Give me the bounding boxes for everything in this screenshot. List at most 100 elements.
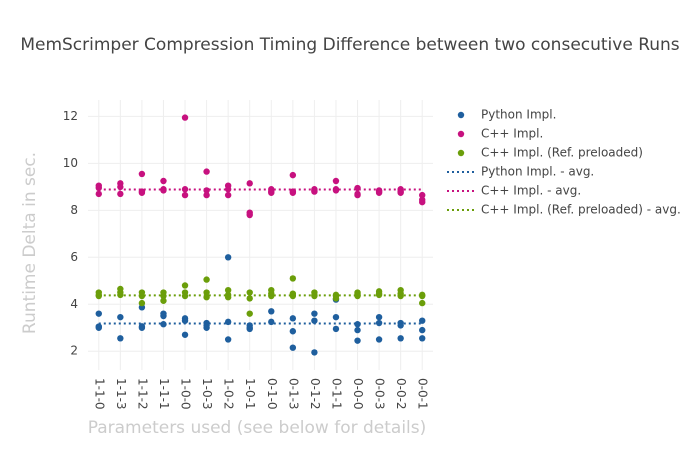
data-point	[311, 188, 318, 195]
data-point	[268, 189, 275, 196]
data-point	[354, 326, 361, 334]
data-point	[268, 308, 275, 315]
data-point	[332, 325, 340, 333]
data-point	[419, 326, 426, 334]
data-point	[375, 336, 383, 343]
data-point	[203, 168, 210, 175]
x-tick-label: 1-1-0	[92, 378, 106, 410]
x-axis-label: Parameters used (see below for details)	[88, 418, 427, 438]
data-point	[311, 349, 318, 356]
y-tick-label: 8	[70, 203, 78, 217]
data-point	[117, 313, 124, 321]
data-point	[332, 177, 340, 185]
x-tick-label: 0-1-3	[286, 378, 300, 410]
data-point	[289, 315, 297, 322]
data-point	[375, 313, 383, 321]
chart-title: MemScrimper Compression Timing Differenc…	[20, 35, 679, 55]
x-tick-label: 1-0-3	[200, 378, 214, 410]
x-tick-label: 1-0-0	[179, 378, 193, 410]
x-tick-label: 1-1-2	[135, 378, 149, 410]
data-point	[332, 187, 340, 194]
legend-symbol	[457, 149, 465, 157]
y-tick-label: 6	[70, 250, 78, 264]
x-tick-label: 0-0-1	[416, 378, 430, 410]
data-point	[181, 317, 189, 324]
data-point	[289, 189, 297, 196]
x-tick-label: 1-0-1	[243, 378, 257, 410]
x-tick-label: 0-1-1	[329, 378, 343, 410]
y-tick-label: 12	[63, 109, 78, 123]
data-point	[203, 324, 210, 331]
data-point	[203, 191, 210, 199]
data-point	[117, 183, 124, 191]
data-point	[138, 324, 146, 331]
data-point	[332, 313, 340, 321]
data-point	[246, 295, 253, 302]
data-point	[138, 170, 146, 178]
data-point	[181, 331, 189, 338]
data-point	[95, 190, 102, 198]
data-point	[246, 325, 253, 333]
legend-symbol	[457, 130, 465, 138]
x-tick-label: 0-1-2	[308, 378, 322, 410]
data-point	[419, 198, 426, 206]
data-point	[246, 310, 253, 317]
data-point	[203, 289, 210, 296]
data-point	[224, 286, 232, 294]
data-point	[375, 189, 383, 196]
y-tick-label: 2	[70, 344, 78, 358]
data-point	[354, 337, 361, 344]
data-point	[419, 299, 426, 307]
legend-label: C++ Impl. (Ref. preloaded)	[481, 146, 643, 160]
data-point	[397, 189, 404, 196]
data-point	[311, 317, 318, 324]
data-point	[95, 324, 102, 331]
x-tick-label: 1-0-2	[222, 378, 236, 410]
data-point	[138, 189, 146, 196]
y-tick-label: 10	[63, 156, 78, 170]
legend-symbol	[457, 111, 465, 119]
data-point	[289, 171, 297, 179]
data-point	[419, 317, 426, 324]
data-point	[160, 177, 167, 185]
x-tick-label: 1-1-1	[157, 378, 171, 410]
legend-label: Python Impl. - avg.	[481, 165, 594, 179]
data-point	[117, 190, 124, 198]
data-point	[160, 312, 167, 320]
legend-label: C++ Impl.	[481, 127, 543, 141]
data-point	[246, 289, 253, 296]
data-point	[332, 295, 340, 302]
data-point	[419, 335, 426, 342]
x-tick-label: 1-1-3	[114, 378, 128, 410]
y-axis-label: Runtime Delta in sec.	[20, 152, 40, 334]
data-point	[203, 276, 210, 283]
x-tick-label: 0-0-3	[373, 378, 387, 410]
data-point	[289, 328, 297, 335]
data-point	[224, 336, 232, 343]
x-tick-label: 0-0-0	[351, 378, 365, 410]
data-point	[181, 114, 189, 121]
data-point	[224, 191, 232, 199]
legend-label: C++ Impl. - avg.	[481, 184, 581, 198]
data-point	[117, 335, 124, 342]
data-point	[289, 344, 297, 351]
y-tick-label: 4	[70, 297, 78, 311]
data-point	[354, 191, 361, 199]
x-tick-label: 0-0-2	[394, 378, 408, 410]
data-point	[95, 310, 102, 317]
data-point	[181, 191, 189, 199]
legend-label: C++ Impl. (Ref. preloaded) - avg.	[481, 203, 681, 217]
x-tick-label: 0-1-0	[265, 378, 279, 410]
data-point	[397, 335, 404, 342]
data-point	[181, 282, 189, 289]
data-point	[138, 299, 146, 307]
data-point	[224, 254, 232, 261]
data-point	[246, 211, 253, 219]
data-point	[419, 191, 426, 199]
data-point	[289, 275, 297, 282]
data-point	[311, 310, 318, 317]
data-point	[246, 180, 253, 187]
legend-label: Python Impl.	[481, 108, 556, 122]
data-point	[224, 186, 232, 193]
